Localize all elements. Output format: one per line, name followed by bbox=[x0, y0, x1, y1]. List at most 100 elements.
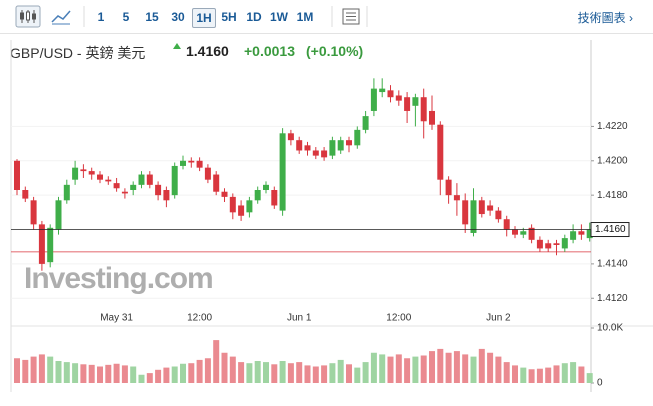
volume-tick-label: 10.0K bbox=[597, 323, 623, 334]
volume-bar bbox=[246, 363, 253, 383]
candle-body bbox=[561, 238, 568, 249]
candle-body bbox=[238, 205, 245, 216]
candle-body bbox=[487, 205, 494, 211]
x-tick-label: Jun 1 bbox=[287, 313, 312, 324]
candle-body bbox=[80, 169, 87, 172]
candle-body bbox=[263, 184, 269, 190]
candle-body bbox=[478, 200, 485, 215]
volume-bar bbox=[279, 361, 286, 383]
candle-body bbox=[163, 190, 170, 201]
volume-bar bbox=[553, 365, 560, 383]
volume-bar bbox=[121, 365, 128, 383]
interval-button[interactable]: 1D bbox=[246, 10, 262, 24]
volume-bar bbox=[462, 354, 469, 383]
interval-button[interactable]: 1 bbox=[97, 10, 105, 24]
volume-tick-label: 0 bbox=[597, 378, 603, 389]
candle-body bbox=[55, 200, 62, 230]
candle-body bbox=[138, 174, 145, 185]
candle-body bbox=[462, 200, 469, 225]
y-tick-label: 1.4180 bbox=[597, 190, 628, 201]
candle-body bbox=[495, 210, 502, 220]
last-price-label: 1.4160 bbox=[595, 224, 626, 235]
candle-body bbox=[155, 184, 162, 196]
volume-bar bbox=[395, 354, 402, 383]
candle-body bbox=[329, 140, 336, 156]
volume-bar bbox=[362, 362, 369, 383]
candle-body bbox=[346, 140, 352, 146]
volume-bar bbox=[304, 365, 311, 383]
volume-bar bbox=[578, 366, 585, 383]
candle-body bbox=[470, 200, 477, 233]
technical-chart-link[interactable]: 技術圖表 › bbox=[577, 11, 633, 25]
candle-body bbox=[321, 150, 328, 158]
interval-button[interactable]: 1M bbox=[296, 10, 314, 24]
candle-body bbox=[404, 97, 411, 111]
volume-bar bbox=[296, 362, 303, 383]
volume-bar bbox=[470, 356, 477, 383]
volume-bar bbox=[370, 352, 377, 383]
candle-body bbox=[246, 200, 253, 213]
interval-button[interactable]: 5H bbox=[221, 10, 237, 24]
volume-bar bbox=[171, 366, 178, 383]
candle-body bbox=[146, 174, 153, 185]
candle-body bbox=[412, 97, 419, 106]
line-icon[interactable] bbox=[51, 10, 71, 23]
volume-bar bbox=[404, 358, 411, 383]
volume-bar bbox=[379, 354, 386, 383]
candle-body bbox=[337, 140, 344, 151]
candle-body bbox=[553, 243, 560, 245]
volume-bar bbox=[429, 351, 435, 383]
volume-bar bbox=[254, 361, 261, 383]
interval-button[interactable]: 30 bbox=[171, 10, 185, 24]
volume-bar bbox=[528, 369, 535, 383]
up-arrow bbox=[173, 43, 181, 49]
link-text[interactable]: 技術圖表 bbox=[577, 11, 626, 25]
candle-body bbox=[545, 243, 552, 249]
volume-bar bbox=[55, 361, 62, 383]
volume-bar bbox=[437, 348, 444, 383]
y-tick-label: 1.4140 bbox=[597, 259, 628, 270]
interval-button[interactable]: 5 bbox=[122, 10, 130, 24]
volume-bar bbox=[503, 362, 510, 383]
volume-bar bbox=[263, 362, 269, 383]
candle-body bbox=[437, 124, 444, 180]
volume-bar bbox=[72, 363, 79, 383]
volume-bar bbox=[130, 366, 137, 383]
candle-body bbox=[296, 140, 303, 151]
x-tick-label: 12:00 bbox=[386, 313, 411, 324]
volume-bar bbox=[487, 352, 494, 383]
volume-bar bbox=[478, 348, 485, 383]
volume-bar bbox=[30, 356, 37, 383]
chart-type-icons bbox=[15, 5, 85, 28]
candle-body bbox=[47, 227, 54, 263]
candle-body bbox=[503, 219, 510, 230]
volume-bar bbox=[188, 363, 195, 383]
candle-body bbox=[97, 174, 103, 180]
interval-button[interactable]: 15 bbox=[145, 10, 159, 24]
volume-bar bbox=[321, 365, 328, 383]
interval-button[interactable]: 1W bbox=[270, 10, 288, 24]
volume-bar bbox=[88, 364, 95, 383]
candle-body bbox=[229, 196, 236, 213]
watermark: Investing.com bbox=[24, 262, 213, 295]
volume-bar bbox=[420, 355, 427, 383]
volume-bar bbox=[229, 356, 236, 383]
candle-body bbox=[14, 160, 20, 190]
y-tick-label: 1.4120 bbox=[597, 293, 628, 304]
candle-body bbox=[536, 239, 543, 249]
volume-bar bbox=[146, 373, 153, 383]
table-icon[interactable] bbox=[330, 0, 370, 33]
candle-body bbox=[379, 88, 386, 93]
candle-body bbox=[528, 227, 535, 240]
volume-bar bbox=[387, 356, 394, 383]
candle-body bbox=[196, 160, 203, 168]
volume-bar bbox=[495, 356, 502, 383]
candle-body bbox=[453, 195, 460, 201]
symbol: GBP/USD - 英鎊 美元 bbox=[10, 45, 146, 61]
interval-button[interactable]: 1H bbox=[192, 8, 216, 28]
volume-bar bbox=[312, 366, 319, 383]
volume-bar bbox=[561, 363, 568, 383]
y-tick-label: 1.4200 bbox=[597, 155, 628, 166]
volume-bar bbox=[113, 363, 120, 383]
